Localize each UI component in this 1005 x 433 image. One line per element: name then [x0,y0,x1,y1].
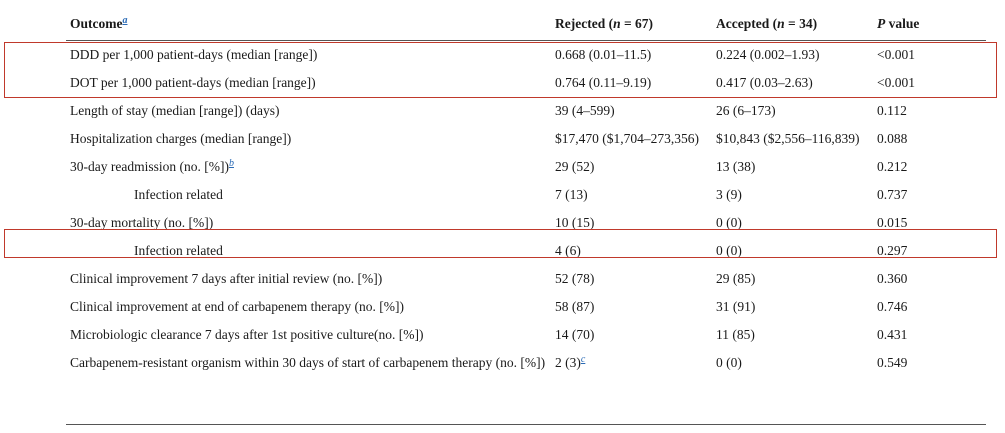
cell-p-value: <0.001 [877,75,915,90]
cell-p-value: 0.746 [877,299,908,314]
cell-accepted: 3 (9) [716,187,742,202]
cell-outcome: Hospitalization charges (median [range]) [70,131,292,146]
table-row: Clinical improvement 7 days after initia… [66,265,986,293]
cell-outcome: Microbiologic clearance 7 days after 1st… [70,327,424,342]
cell-accepted: 0.224 (0.002–1.93) [716,47,820,62]
outcomes-table: Outcomea Rejected (n = 67) Accepted (n =… [66,0,986,377]
header-outcome: Outcomea [66,0,551,41]
cell-rejected: 14 (70) [555,327,595,342]
header-rejected-prefix: Rejected ( [555,16,614,31]
header-p-value: P value [873,0,986,41]
header-rejected: Rejected (n = 67) [551,0,712,41]
cell-rejected: 0.668 (0.01–11.5) [555,47,652,62]
cell-rejected: 39 (4–599) [555,103,615,118]
cell-rejected: $17,470 ($1,704–273,356) [555,131,699,146]
cell-outcome-sub: Infection related [134,243,223,258]
cell-rejected: 52 (78) [555,271,595,286]
cell-outcome: Clinical improvement at end of carbapene… [70,299,404,314]
cell-outcome: 30-day mortality (no. [%]) [70,215,214,230]
cell-outcome: DDD per 1,000 patient-days (median [rang… [70,47,318,62]
table-row: Infection related 7 (13) 3 (9) 0.737 [66,181,986,209]
table-row: Length of stay (median [range]) (days) 3… [66,97,986,125]
header-outcome-label: Outcome [70,16,123,31]
header-accepted-suffix: = 34) [784,16,818,31]
table-row: Microbiologic clearance 7 days after 1st… [66,321,986,349]
cell-accepted: $10,843 ($2,556–116,839) [716,131,860,146]
cell-accepted: 31 (91) [716,299,756,314]
cell-outcome: DOT per 1,000 patient-days (median [rang… [70,75,316,90]
table-row: 30-day readmission (no. [%])b 29 (52) 13… [66,153,986,181]
header-rejected-n: n [613,16,621,31]
header-accepted: Accepted (n = 34) [712,0,873,41]
cell-rejected: 58 (87) [555,299,595,314]
header-p-rest: value [885,16,920,31]
cell-rejected: 4 (6) [555,243,581,258]
header-accepted-n: n [777,16,785,31]
table-row: Infection related 4 (6) 0 (0) 0.297 [66,237,986,265]
table-row: 30-day mortality (no. [%]) 10 (15) 0 (0)… [66,209,986,237]
table-row: Clinical improvement at end of carbapene… [66,293,986,321]
cell-accepted: 0 (0) [716,355,742,370]
cell-outcome: Clinical improvement 7 days after initia… [70,271,383,286]
cell-p-value: 0.360 [877,271,908,286]
outcomes-table-container: Outcomea Rejected (n = 67) Accepted (n =… [66,0,986,377]
footnote-link-c[interactable]: c [580,353,586,365]
cell-p-value: 0.737 [877,187,908,202]
cell-outcome-text: 30-day readmission (no. [%]) [70,159,229,174]
cell-accepted: 29 (85) [716,271,756,286]
cell-accepted: 0 (0) [716,215,742,230]
table-row: DOT per 1,000 patient-days (median [rang… [66,69,986,97]
cell-p-value: 0.088 [877,131,908,146]
footnote-link-a[interactable]: a [122,14,128,26]
table-row: Carbapenem-resistant organism within 30 … [66,349,986,377]
table-row: Hospitalization charges (median [range])… [66,125,986,153]
cell-p-value: 0.015 [877,215,908,230]
cell-p-value: 0.431 [877,327,908,342]
cell-accepted: 0.417 (0.03–2.63) [716,75,813,90]
cell-rejected: 2 (3)c [551,349,712,377]
cell-rejected: 10 (15) [555,215,595,230]
cell-accepted: 13 (38) [716,159,756,174]
header-accepted-prefix: Accepted ( [716,16,778,31]
cell-outcome: Length of stay (median [range]) (days) [70,103,280,118]
table-row: DDD per 1,000 patient-days (median [rang… [66,41,986,70]
cell-outcome: 30-day readmission (no. [%])b [66,153,551,181]
cell-outcome-sub: Infection related [134,187,223,202]
cell-outcome: Carbapenem-resistant organism within 30 … [70,355,546,370]
cell-accepted: 11 (85) [716,327,755,342]
cell-rejected-text: 2 (3) [555,355,581,370]
cell-p-value: 0.112 [877,103,907,118]
header-rejected-suffix: = 67) [620,16,654,31]
cell-rejected: 7 (13) [555,187,588,202]
header-p-italic: P [877,16,886,31]
cell-rejected: 29 (52) [555,159,595,174]
cell-p-value: 0.297 [877,243,908,258]
cell-accepted: 26 (6–173) [716,103,776,118]
cell-p-value: <0.001 [877,47,915,62]
cell-p-value: 0.212 [877,159,908,174]
footnote-link-b[interactable]: b [228,157,234,169]
table-header-row: Outcomea Rejected (n = 67) Accepted (n =… [66,0,986,41]
cell-p-value: 0.549 [877,355,908,370]
cell-rejected: 0.764 (0.11–9.19) [555,75,652,90]
table-bottom-rule [66,424,986,425]
cell-accepted: 0 (0) [716,243,742,258]
